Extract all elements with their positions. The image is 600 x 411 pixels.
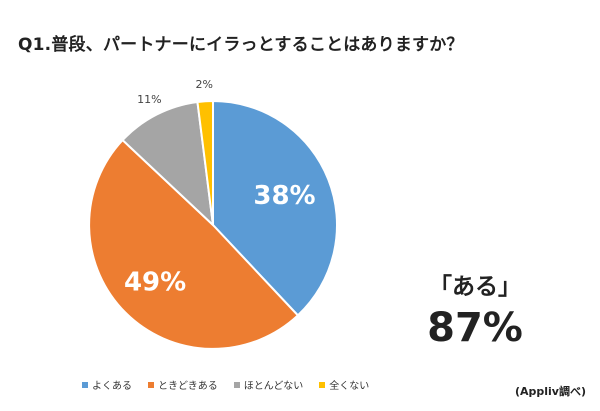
legend-swatch-never [319,381,326,388]
data-label-often: 38% [253,181,315,211]
legend-item-often: よくある [82,377,132,392]
chart-title: Q1.普段、パートナーにイラっとすることはありますか？ [18,35,464,55]
chart-legend: よくある ときどきある ほとんどない 全くない [82,377,385,392]
legend-swatch-often [82,381,88,388]
summary-label: 「ある」 [429,274,521,300]
legend-item-never: 全くない [319,377,369,392]
legend-item-sometimes: ときどきある [148,377,218,392]
legend-item-rarely: ほとんどない [233,377,304,392]
summary-value: 87% [427,305,523,351]
legend-swatch-rarely [233,381,240,388]
pie-slice-rarely [121,100,215,228]
data-label-never: 2% [195,78,212,91]
pie-slice-never [196,99,214,226]
legend-label-sometimes: ときどきある [158,381,218,392]
source-note: (Appliv調べ) [514,385,586,398]
pie-slice-often [212,99,338,317]
data-label-rarely: 11% [137,93,161,106]
data-label-sometimes: 49% [124,267,186,297]
legend-label-never: 全くない [329,381,370,392]
summary-callout: 「ある」 87% [405,272,545,354]
legend-swatch-sometimes [148,381,154,388]
legend-label-rarely: ほとんどない [243,381,304,392]
legend-label-often: よくある [92,381,132,392]
pie-slice-sometimes [88,138,300,350]
